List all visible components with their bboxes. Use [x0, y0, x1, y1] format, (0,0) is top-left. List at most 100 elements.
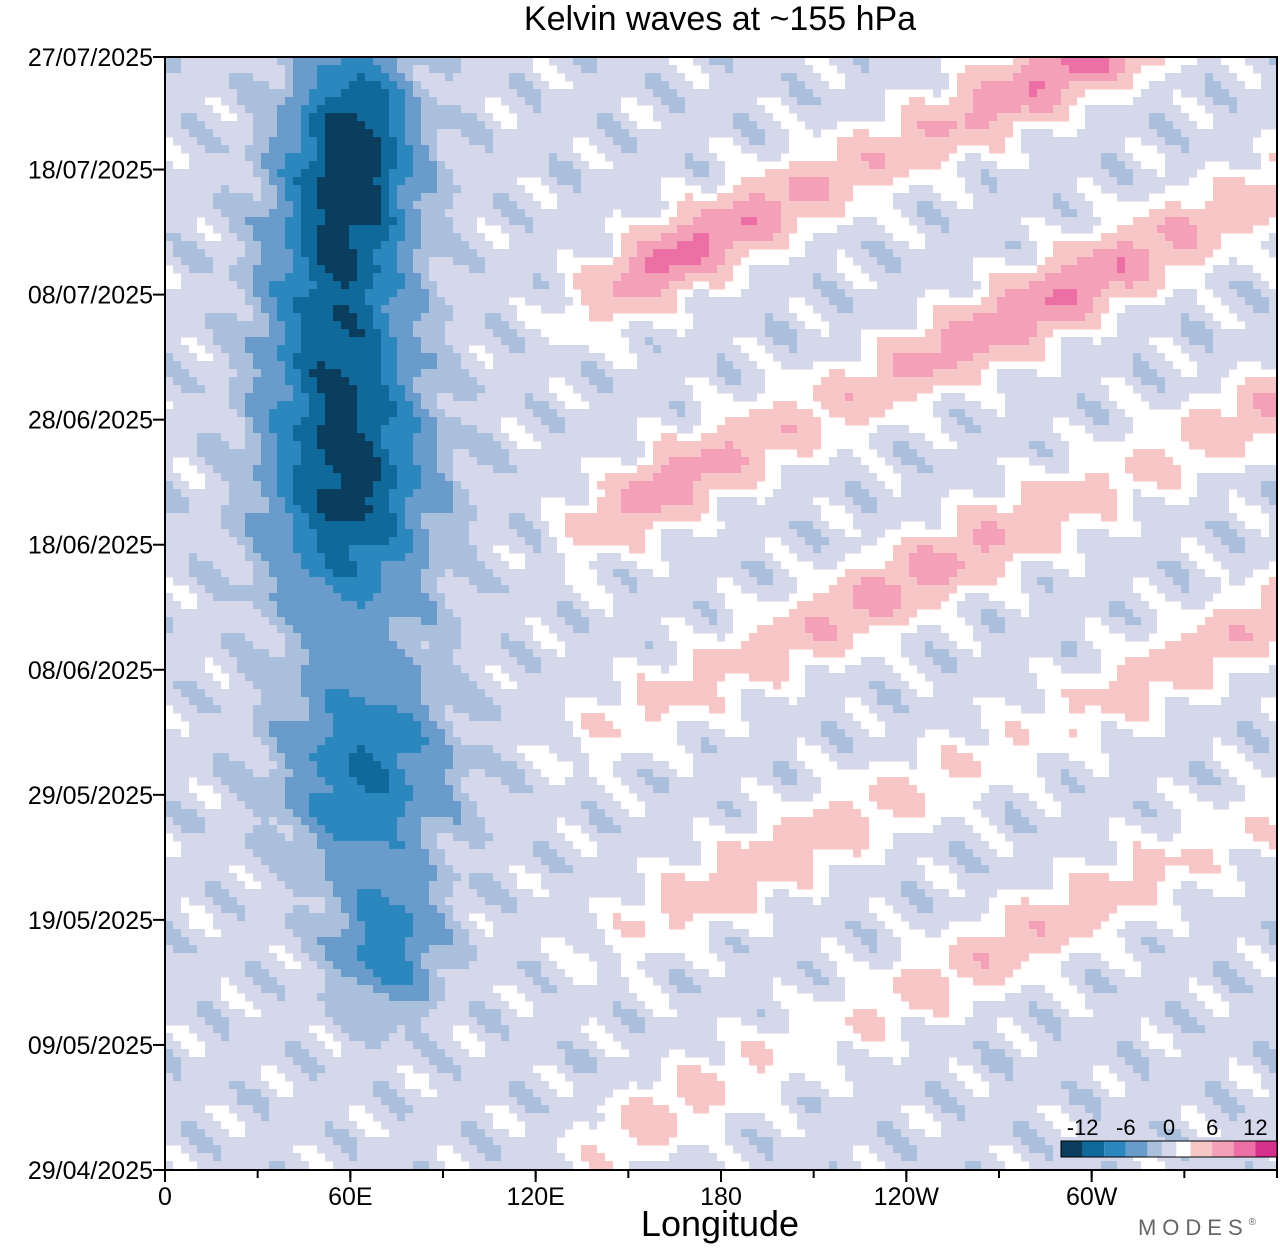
heatmap-cell [517, 905, 589, 914]
heatmap-cell [557, 753, 589, 762]
heatmap-cell [189, 497, 229, 506]
heatmap-cell [221, 97, 237, 106]
heatmap-cell [389, 185, 397, 194]
heatmap-cell [709, 705, 725, 714]
heatmap-cell [381, 265, 397, 274]
heatmap-cell [509, 345, 525, 354]
heatmap-cell [597, 969, 621, 978]
heatmap-cell [1261, 585, 1277, 594]
heatmap-cell [261, 697, 309, 706]
heatmap-cell [557, 1065, 573, 1074]
heatmap-cell [309, 401, 325, 410]
heatmap-cell [165, 969, 245, 978]
heatmap-cell [429, 969, 437, 978]
heatmap-cell [533, 841, 549, 850]
y-tick-label: 18/07/2025 [28, 157, 153, 185]
heatmap-cell [741, 377, 765, 386]
heatmap-cell [437, 417, 461, 426]
heatmap-cell [1125, 57, 1165, 66]
heatmap-cell [837, 633, 853, 642]
heatmap-cell [1221, 537, 1245, 546]
heatmap-cell [541, 1097, 605, 1106]
heatmap-cell [517, 113, 597, 122]
heatmap-cell [1133, 841, 1141, 850]
heatmap-cell [285, 505, 301, 514]
heatmap-cell [485, 145, 493, 154]
heatmap-cell [301, 169, 325, 178]
colorbar-swatch [1255, 1141, 1277, 1157]
heatmap-cell [1245, 937, 1269, 946]
heatmap-cell [485, 257, 557, 266]
heatmap-cell [1093, 297, 1109, 306]
heatmap-cell [1061, 1033, 1141, 1042]
heatmap-cell [797, 97, 821, 106]
heatmap-cell [1037, 449, 1053, 458]
heatmap-cell [973, 313, 1085, 322]
heatmap-cell [253, 769, 269, 778]
heatmap-cell [989, 865, 1053, 874]
heatmap-cell [645, 1017, 717, 1026]
heatmap-cell [1221, 561, 1269, 570]
heatmap-cell [613, 1009, 637, 1018]
heatmap-cell [253, 169, 269, 178]
heatmap-cell [429, 849, 445, 858]
heatmap-cell [765, 905, 869, 914]
heatmap-cell [325, 361, 381, 370]
heatmap-cell [1037, 761, 1085, 770]
heatmap-cell [1213, 97, 1237, 106]
heatmap-cell [325, 985, 373, 994]
colorbar-label: 6 [1206, 1115, 1218, 1140]
heatmap-cell [397, 761, 453, 770]
heatmap-cell [1261, 601, 1277, 610]
heatmap-cell [1253, 305, 1269, 314]
heatmap-cell [925, 1089, 949, 1098]
heatmap-cell [757, 1065, 765, 1074]
heatmap-cell [1245, 545, 1277, 554]
heatmap-cell [621, 777, 645, 786]
heatmap-cell [181, 273, 229, 282]
heatmap-cell [165, 617, 173, 626]
heatmap-cell [293, 393, 309, 402]
heatmap-cell [181, 65, 285, 74]
heatmap-cell [621, 505, 661, 514]
heatmap-cell [1037, 1017, 1061, 1026]
heatmap-cell [965, 561, 1005, 570]
heatmap-cell [317, 73, 357, 82]
heatmap-cell [429, 1081, 509, 1090]
heatmap-cell [261, 489, 277, 498]
heatmap-cell [269, 721, 333, 730]
heatmap-cell [677, 1073, 717, 1082]
heatmap-cell [1213, 769, 1229, 778]
heatmap-cell [1237, 489, 1261, 498]
heatmap-cell [1109, 761, 1189, 770]
heatmap-cell [453, 905, 501, 914]
heatmap-cell [357, 393, 389, 402]
heatmap-cell [357, 257, 373, 266]
heatmap-cell [213, 265, 229, 274]
heatmap-cell [437, 577, 469, 586]
heatmap-cell [397, 257, 413, 266]
heatmap-cell [749, 409, 813, 418]
heatmap-cell [933, 857, 957, 866]
heatmap-cell [741, 937, 821, 946]
heatmap-cell [277, 601, 357, 610]
heatmap-cell [629, 585, 637, 594]
heatmap-cell [1269, 929, 1277, 938]
heatmap-cell [1213, 969, 1237, 978]
heatmap-cell [397, 337, 421, 346]
heatmap-cell [861, 65, 869, 74]
heatmap-cell [269, 209, 293, 218]
heatmap-cell [269, 177, 285, 186]
heatmap-cell [325, 577, 381, 586]
heatmap-cell [1213, 609, 1277, 618]
heatmap-cell [669, 569, 749, 578]
heatmap-cell [901, 633, 949, 642]
heatmap-cell [325, 705, 397, 714]
heatmap-cell [165, 697, 189, 706]
heatmap-cell [301, 689, 325, 698]
heatmap-cell [461, 417, 501, 426]
heatmap-cell [853, 1025, 885, 1034]
colorbar-frame [1060, 1140, 1278, 1158]
heatmap-cell [645, 257, 701, 266]
heatmap-cell [933, 897, 989, 906]
